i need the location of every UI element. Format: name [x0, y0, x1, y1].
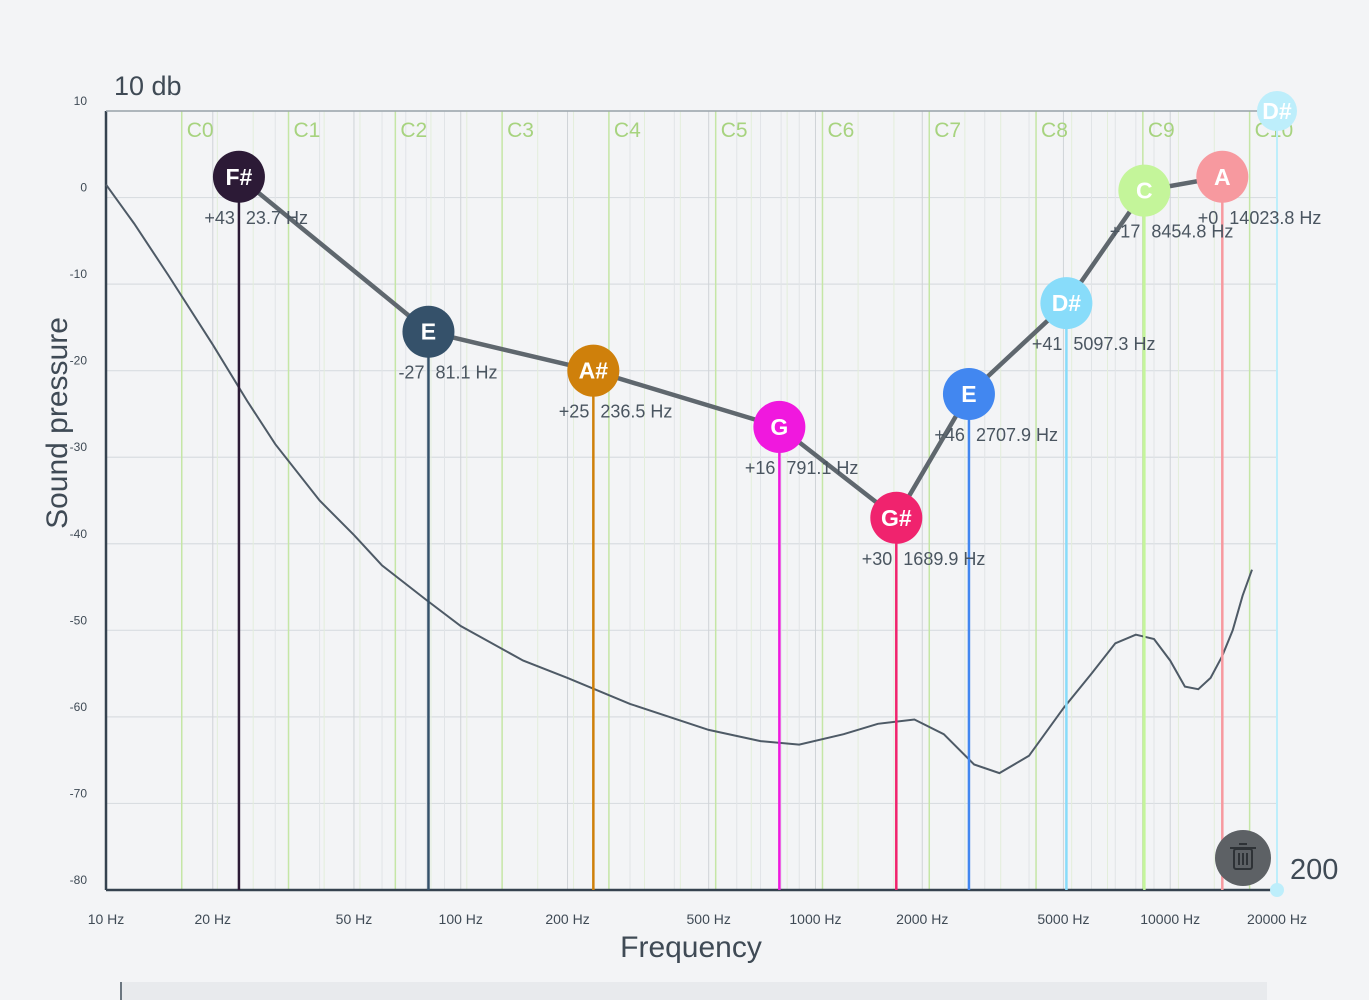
- x-tick-label: 1000 Hz: [789, 911, 841, 927]
- y-axis-title: Sound pressure: [41, 317, 74, 529]
- peak-marker-circle[interactable]: [567, 344, 620, 397]
- peak-note-label: G: [770, 414, 788, 440]
- y-tick-label: -80: [70, 873, 88, 887]
- peak-note-label: C: [1136, 178, 1153, 204]
- peak-cents-label: +0: [1198, 208, 1219, 228]
- peak-marker[interactable]: F#: [212, 150, 265, 203]
- range-marker-circle[interactable]: [1257, 91, 1297, 131]
- y-tick-label: -30: [70, 440, 88, 454]
- peak-cents-label: -27: [398, 363, 424, 383]
- x-tick-label: 10000 Hz: [1140, 911, 1200, 927]
- peaks-layer: +43 23.7 Hz -27 81.1 Hz +25 236.5 Hz +16 791.1 …: [204, 91, 1321, 897]
- axes: 10 0 -10 -20 -30 -40 -50 -60 -70 -80 10 Hz 20 Hz 50 …: [70, 94, 1307, 927]
- peak-frequency-label: 23.7 Hz: [246, 208, 308, 228]
- response-curve-layer: [105, 184, 1253, 775]
- x-tick-label: 100 Hz: [439, 911, 483, 927]
- y-tick-label: -40: [70, 527, 88, 541]
- peak-cents-label: +41: [1032, 334, 1063, 354]
- peak-marker[interactable]: G#: [870, 491, 923, 544]
- range-marker[interactable]: D#: [1257, 91, 1297, 131]
- peak-frequency-label: 14023.8 Hz: [1229, 208, 1321, 228]
- x-axis-title: Frequency: [620, 931, 762, 964]
- peak-cents-label: +30: [862, 549, 893, 569]
- bottom-panel: [120, 982, 1267, 1000]
- peak-marker-circle[interactable]: [1040, 277, 1093, 330]
- x-tick-label: 20000 Hz: [1247, 911, 1307, 927]
- x-tick-label: 5000 Hz: [1037, 911, 1089, 927]
- peak-cents-label: +25: [559, 402, 590, 422]
- octave-label: C1: [294, 119, 321, 142]
- trash-icon: [1230, 843, 1256, 870]
- y-tick-label: -60: [70, 700, 88, 714]
- y-tick-label: -70: [70, 786, 88, 800]
- peak-marker[interactable]: A: [1196, 150, 1249, 203]
- range-bottom-label: 200: [1290, 854, 1338, 886]
- peak-note-label: A: [1214, 164, 1231, 190]
- grid: [105, 110, 1278, 891]
- peak-note-label: D#: [1052, 290, 1082, 316]
- peak-cents-label: +17: [1110, 222, 1141, 242]
- peak-marker[interactable]: E: [942, 368, 995, 421]
- octave-label: C6: [827, 119, 854, 142]
- peak-note-label: G#: [881, 505, 912, 531]
- peak-frequency-label: 8454.8 Hz: [1151, 222, 1233, 242]
- peak-frequency-label: 2707.9 Hz: [976, 425, 1058, 445]
- peak-cents-label: +16: [745, 458, 776, 478]
- x-tick-label: 20 Hz: [194, 911, 231, 927]
- peak-marker[interactable]: C: [1118, 164, 1171, 217]
- peak-note-label: E: [961, 381, 976, 407]
- x-tick-label: 50 Hz: [336, 911, 373, 927]
- peak-marker-circle[interactable]: [1118, 164, 1171, 217]
- peak-frequency-label: 5097.3 Hz: [1073, 334, 1155, 354]
- peak-frequency-label: 81.1 Hz: [435, 363, 497, 383]
- y-tick-label: -20: [70, 354, 88, 368]
- octave-label: C0: [187, 119, 214, 142]
- peak-frequency-label: 791.1 Hz: [786, 458, 858, 478]
- peak-cents-label: +46: [934, 425, 965, 445]
- peak-marker-circle[interactable]: [870, 491, 923, 544]
- range-top-label: 10 db: [114, 71, 182, 101]
- peak-frequency-label: 236.5 Hz: [600, 402, 672, 422]
- range-marker-handle[interactable]: [1270, 883, 1284, 897]
- x-tick-label: 2000 Hz: [896, 911, 948, 927]
- x-tick-label: 10 Hz: [88, 911, 125, 927]
- peak-marker-circle[interactable]: [753, 400, 806, 453]
- y-tick-label: -10: [70, 267, 88, 281]
- y-tick-label: 10: [74, 94, 88, 108]
- peak-marker[interactable]: A#: [567, 344, 620, 397]
- y-tick-label: -50: [70, 613, 88, 627]
- peak-note-label: A#: [579, 358, 609, 384]
- peak-marker[interactable]: G: [753, 400, 806, 453]
- y-tick-label: 0: [80, 181, 87, 195]
- peak-marker-circle[interactable]: [942, 368, 995, 421]
- peak-marker-circle[interactable]: [212, 150, 265, 203]
- peak-frequency-label: 1689.9 Hz: [903, 549, 985, 569]
- x-tick-label: 500 Hz: [687, 911, 731, 927]
- peak-note-label: E: [421, 319, 436, 345]
- peak-note-label: F#: [226, 164, 253, 190]
- octave-label: C5: [721, 119, 748, 142]
- delete-button[interactable]: [1215, 830, 1271, 886]
- octave-label: C9: [1148, 119, 1175, 142]
- range-marker-note: D#: [1262, 98, 1292, 124]
- octave-label: C3: [507, 119, 534, 142]
- octave-label: C7: [934, 119, 961, 142]
- peak-marker[interactable]: D#: [1040, 277, 1093, 330]
- x-tick-label: 200 Hz: [545, 911, 589, 927]
- peak-marker-circle[interactable]: [402, 305, 455, 358]
- octave-label: C4: [614, 119, 641, 142]
- octave-label: C8: [1041, 119, 1068, 142]
- peak-marker[interactable]: E: [402, 305, 455, 358]
- octave-label: C2: [400, 119, 427, 142]
- peak-cents-label: +43: [204, 208, 235, 228]
- response-curve: [105, 184, 1253, 775]
- peak-marker-circle[interactable]: [1196, 150, 1249, 203]
